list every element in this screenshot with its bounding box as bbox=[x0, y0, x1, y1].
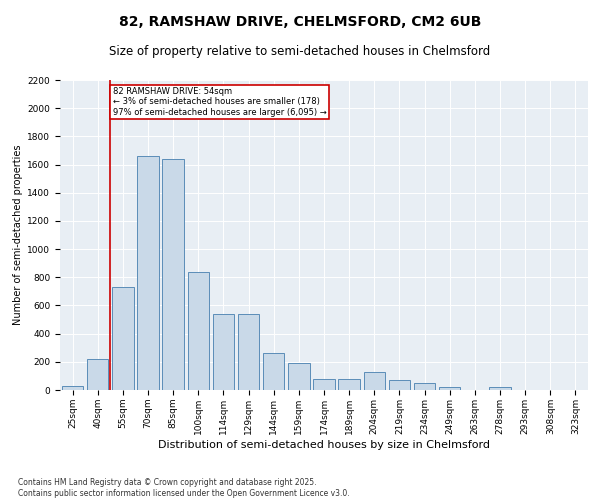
Bar bbox=[188, 272, 209, 390]
Text: 82 RAMSHAW DRIVE: 54sqm
← 3% of semi-detached houses are smaller (178)
97% of se: 82 RAMSHAW DRIVE: 54sqm ← 3% of semi-det… bbox=[113, 87, 326, 117]
Bar bbox=[238, 314, 259, 390]
Text: 82, RAMSHAW DRIVE, CHELMSFORD, CM2 6UB: 82, RAMSHAW DRIVE, CHELMSFORD, CM2 6UB bbox=[119, 15, 481, 29]
Bar bbox=[112, 287, 134, 390]
Bar bbox=[490, 387, 511, 390]
Text: Size of property relative to semi-detached houses in Chelmsford: Size of property relative to semi-detach… bbox=[109, 45, 491, 58]
Bar bbox=[439, 387, 460, 390]
Bar bbox=[313, 378, 335, 390]
Bar bbox=[338, 378, 360, 390]
Bar bbox=[163, 159, 184, 390]
Bar bbox=[364, 372, 385, 390]
X-axis label: Distribution of semi-detached houses by size in Chelmsford: Distribution of semi-detached houses by … bbox=[158, 440, 490, 450]
Bar bbox=[263, 354, 284, 390]
Bar bbox=[414, 383, 435, 390]
Text: Contains HM Land Registry data © Crown copyright and database right 2025.
Contai: Contains HM Land Registry data © Crown c… bbox=[18, 478, 350, 498]
Bar bbox=[213, 314, 234, 390]
Bar bbox=[137, 156, 158, 390]
Bar bbox=[389, 380, 410, 390]
Bar bbox=[62, 386, 83, 390]
Bar bbox=[288, 363, 310, 390]
Y-axis label: Number of semi-detached properties: Number of semi-detached properties bbox=[13, 145, 23, 325]
Bar bbox=[87, 359, 109, 390]
